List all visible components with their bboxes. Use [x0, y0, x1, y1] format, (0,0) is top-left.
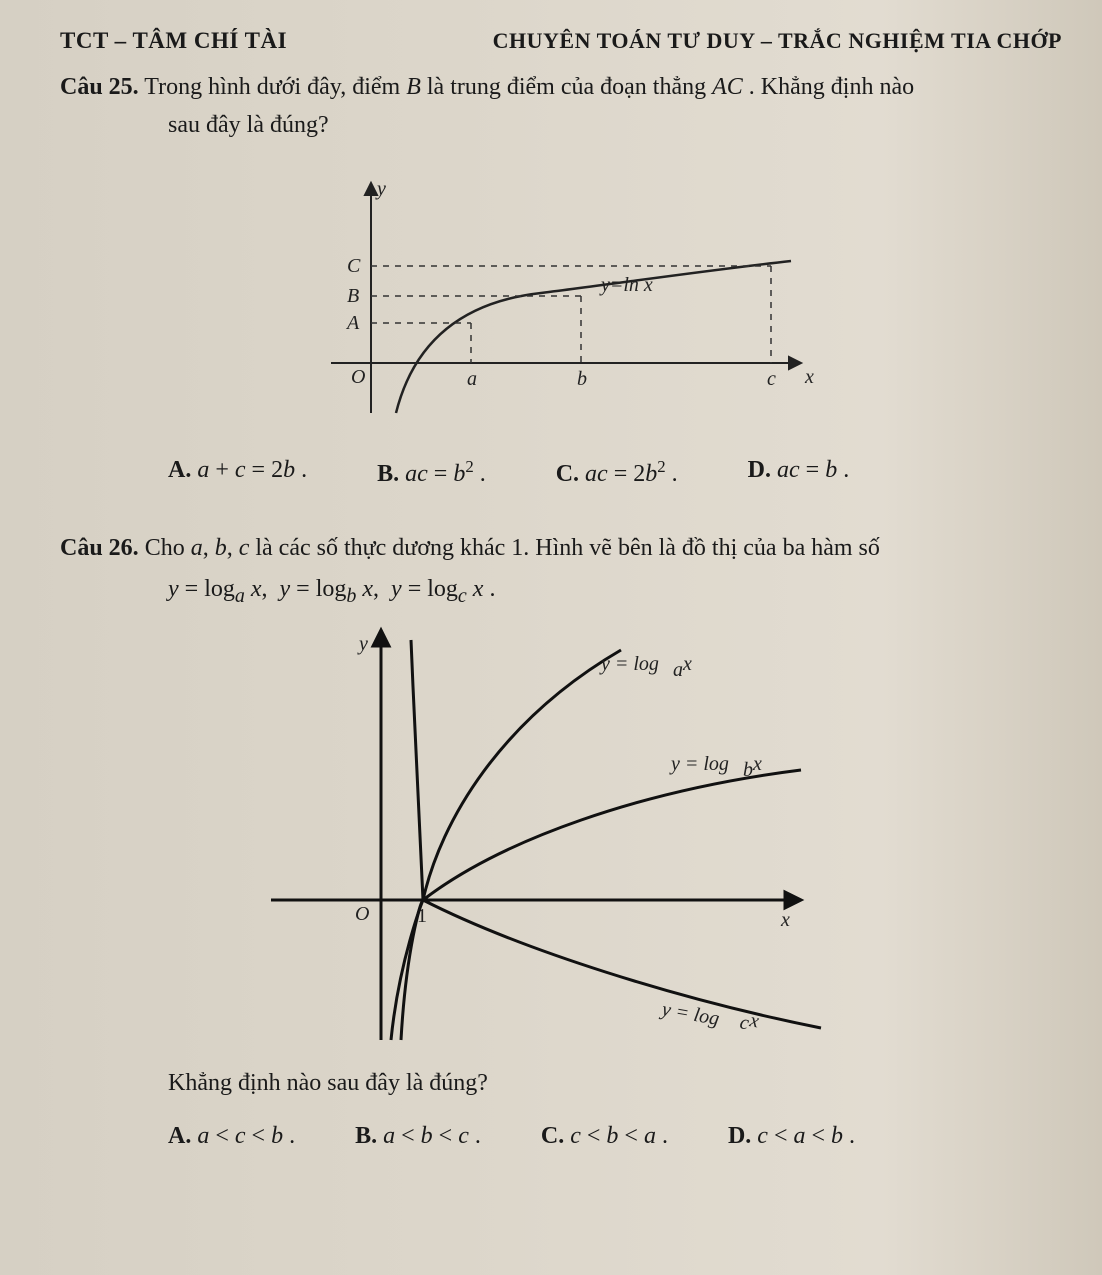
xtick-c: c: [767, 368, 776, 390]
origin-26: O: [355, 903, 369, 925]
q26-text-line1: Cho a, b, c là các số thực dương khác 1.…: [145, 535, 880, 561]
q25-option-C: C.ac = 2b2 .: [556, 457, 678, 488]
curve-logb: [391, 770, 801, 1040]
xtick-b: b: [577, 368, 587, 390]
ln-curve: [396, 261, 791, 413]
q25-label: Câu 25.: [60, 74, 139, 100]
ytick-B: B: [347, 285, 359, 307]
q26-option-D: D.c < a < b .: [728, 1123, 855, 1150]
curve-loga: [401, 650, 621, 1040]
q25-text-line2: sau đây là đúng?: [168, 106, 1062, 144]
q25-option-D: D.ac = b .: [748, 457, 850, 488]
q26-option-B: B.a < b < c .: [355, 1123, 481, 1150]
xtick-a: a: [467, 368, 477, 390]
header-left: TCT – TÂM CHÍ TÀI: [60, 28, 287, 54]
curve-label-lnx: y=ln x: [599, 274, 653, 296]
question-26: Câu 26. Cho a, b, c là các số thực dương…: [60, 528, 1062, 613]
axes: [331, 183, 801, 413]
y-axis-label: y: [375, 178, 386, 200]
q25-figure: O y x A B C a b c y=ln x: [281, 153, 841, 433]
x-axis-label: x: [804, 366, 814, 388]
header-right: CHUYÊN TOÁN TƯ DUY – TRẮC NGHIỆM TIA CHỚ…: [493, 28, 1062, 54]
label-loga-sub: a: [673, 659, 683, 681]
q26-option-A: A.a < c < b .: [168, 1123, 295, 1150]
axes-26: [271, 630, 801, 1040]
label-logb: y = log: [669, 753, 729, 775]
q26-text-line2: y = loga x, y = logb x, y = logc x .: [168, 569, 1062, 613]
q26-figure: O y x 1 y = log a x y = log b x y = log …: [241, 620, 881, 1060]
q26-label: Câu 26.: [60, 535, 139, 561]
dashed-guides: [371, 266, 771, 363]
q26-prompt: Khẳng định nào sau đây là đúng?: [168, 1070, 1062, 1097]
label-loga: y = log: [599, 653, 659, 675]
label-logb-sub: b: [743, 759, 753, 781]
q25-option-B: B.ac = b2 .: [377, 457, 486, 488]
label-loga-x: x: [682, 653, 692, 675]
label-logb-x: x: [752, 753, 762, 775]
y-axis-label-26: y: [357, 633, 368, 655]
curve-logc: [411, 640, 821, 1028]
x-axis-label-26: x: [780, 909, 790, 931]
ytick-A: A: [345, 312, 360, 334]
q25-option-A: A.a + c = 2b .: [168, 457, 307, 488]
question-25: Câu 25. Trong hình dưới đây, điểm B là t…: [60, 68, 1062, 145]
q25-text-line1: Trong hình dưới đây, điểm B là trung điể…: [144, 74, 914, 100]
q26-option-C: C.c < b < a .: [541, 1123, 668, 1150]
page: TCT – TÂM CHÍ TÀI CHUYÊN TOÁN TƯ DUY – T…: [0, 0, 1102, 1275]
q25-options: A.a + c = 2b . B.ac = b2 . C.ac = 2b2 . …: [168, 457, 1062, 488]
q26-options: A.a < c < b . B.a < b < c . C.c < b < a …: [168, 1123, 1062, 1150]
ytick-C: C: [347, 255, 361, 277]
origin-label: O: [351, 366, 365, 388]
page-header: TCT – TÂM CHÍ TÀI CHUYÊN TOÁN TƯ DUY – T…: [60, 28, 1062, 54]
